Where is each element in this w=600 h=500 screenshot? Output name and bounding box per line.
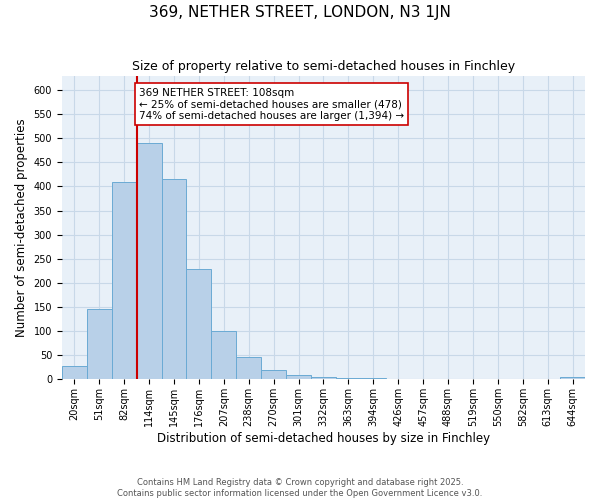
Text: 369 NETHER STREET: 108sqm
← 25% of semi-detached houses are smaller (478)
74% of: 369 NETHER STREET: 108sqm ← 25% of semi-… — [139, 88, 404, 121]
Text: Contains HM Land Registry data © Crown copyright and database right 2025.
Contai: Contains HM Land Registry data © Crown c… — [118, 478, 482, 498]
Title: Size of property relative to semi-detached houses in Finchley: Size of property relative to semi-detach… — [132, 60, 515, 73]
X-axis label: Distribution of semi-detached houses by size in Finchley: Distribution of semi-detached houses by … — [157, 432, 490, 445]
Bar — [161, 180, 187, 380]
Bar — [87, 310, 112, 380]
Bar — [336, 378, 361, 380]
Text: 369, NETHER STREET, LONDON, N3 1JN: 369, NETHER STREET, LONDON, N3 1JN — [149, 5, 451, 20]
Bar — [112, 182, 137, 380]
Bar — [261, 370, 286, 380]
Y-axis label: Number of semi-detached properties: Number of semi-detached properties — [15, 118, 28, 337]
Bar — [236, 357, 261, 380]
Bar — [361, 378, 386, 380]
Bar — [62, 366, 87, 380]
Bar — [286, 374, 311, 380]
Bar — [311, 377, 336, 380]
Bar — [211, 331, 236, 380]
Bar — [560, 377, 585, 380]
Bar — [187, 270, 211, 380]
Bar — [137, 143, 161, 380]
